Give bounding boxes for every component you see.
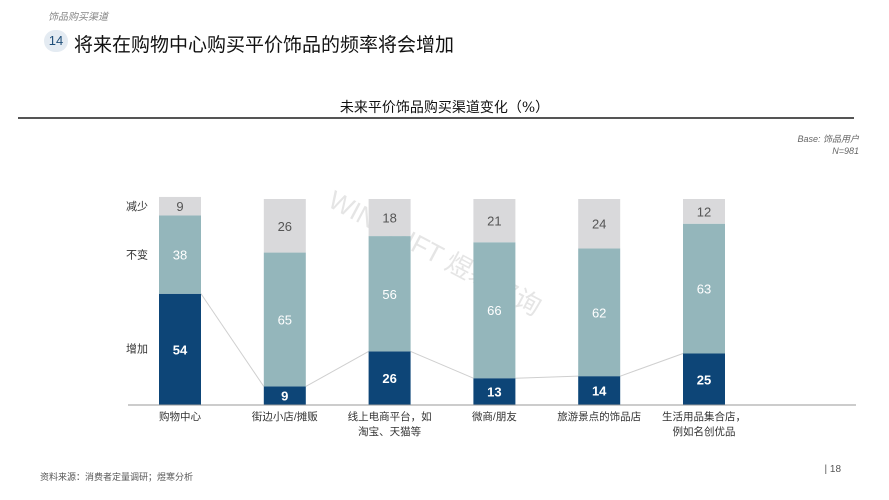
source-note: 资料来源：消费者定量调研；煜寒分析 [40, 473, 194, 483]
data-label: 66 [487, 303, 501, 318]
bar-segment-2 [473, 199, 516, 243]
data-label: 13 [487, 385, 501, 400]
category-label: 街边小店/摊贩 [252, 410, 318, 423]
bar-segment-0 [683, 353, 725, 405]
base-line2: N=981 [832, 146, 859, 156]
bar-segment-0 [578, 376, 621, 405]
bar-segment-1 [473, 242, 516, 379]
data-label: 54 [173, 342, 188, 357]
bar-segment-1 [683, 223, 725, 354]
category-label: 微商/朋友 [472, 410, 517, 423]
data-label: 26 [382, 371, 396, 386]
category-label: 线上电商平台，如 [348, 410, 432, 423]
bar-segment-2 [683, 199, 725, 224]
data-label: 9 [281, 389, 288, 404]
legend-label: 不变 [126, 248, 148, 262]
bar-segment-1 [578, 248, 621, 377]
data-label: 12 [697, 204, 711, 219]
data-label: 21 [487, 214, 501, 229]
bar-segment-0 [473, 378, 516, 405]
bar-segment-0 [159, 293, 201, 405]
category-label: 例如名创优品 [673, 425, 736, 438]
base-line1: Base: 饰品用户 [797, 134, 859, 144]
chart-title: 未来平价饰品购买渠道变化（%） [339, 100, 550, 116]
connector-line [305, 351, 369, 387]
data-label: 38 [173, 248, 187, 263]
stacked-bar-chart: 54 38 9 购物中心 9 65 26 街边小店/摊贩 26 56 18 线上电商平台，如淘宝、天猫… [126, 196, 856, 438]
connector-line [515, 375, 579, 379]
bar-segment-1 [368, 236, 411, 352]
bar-segment-2 [159, 196, 201, 216]
bar-segment-2 [578, 199, 621, 249]
category-label: 生活用品集合店， [662, 410, 746, 423]
data-label: 63 [697, 282, 711, 297]
bar-segment-0 [368, 351, 411, 405]
data-label: 14 [592, 384, 607, 399]
data-label: 9 [176, 199, 183, 214]
data-label: 18 [382, 211, 396, 226]
data-label: 56 [382, 287, 396, 302]
data-label: 25 [697, 372, 711, 387]
category-label: 旅游景点的饰品店 [557, 410, 641, 423]
bar-segment-0 [263, 386, 306, 405]
category-label: 购物中心 [159, 410, 201, 423]
data-label: 65 [278, 313, 292, 328]
legend-label: 增加 [126, 341, 148, 355]
category-label: 淘宝、天猫等 [358, 425, 421, 438]
base-note: Base: 饰品用户 N=981 [797, 133, 859, 157]
page-number: | 18 [824, 464, 842, 475]
section-label: 饰品购买渠道 [48, 12, 108, 23]
data-label: 26 [278, 219, 292, 234]
bar-segment-2 [263, 199, 306, 253]
bar-segment-1 [263, 252, 306, 387]
connector-line [200, 293, 265, 387]
page-badge: 14 [44, 30, 68, 52]
title-divider [18, 117, 854, 119]
connector-line [410, 350, 474, 379]
data-label: 24 [592, 217, 606, 232]
legend-label: 减少 [126, 200, 148, 213]
page-title: 将来在购物中心购买平价饰品的频率将会增加 [74, 34, 455, 56]
connector-line [620, 353, 684, 377]
bar-segment-2 [368, 199, 411, 237]
bar-segment-1 [159, 215, 201, 294]
data-label: 62 [592, 305, 606, 320]
